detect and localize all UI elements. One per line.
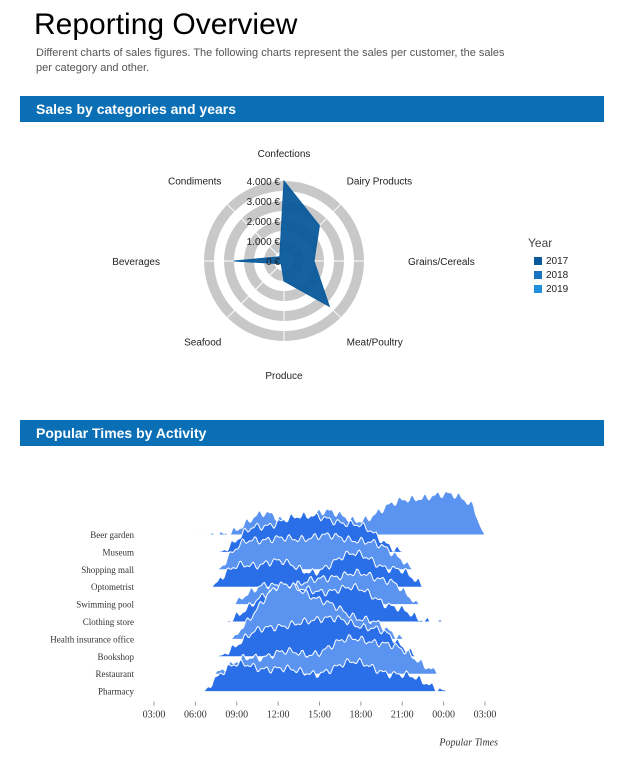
legend-swatch-2017 — [534, 257, 542, 266]
legend-item-2018[interactable]: 2018 — [534, 270, 568, 281]
ridgeline-chart: Beer garden Museum Shopping mall Optometris… — [50, 490, 498, 749]
x-tick-label: 00:00 — [432, 710, 455, 721]
radar-spoke — [227, 260, 285, 318]
ridge-area-pharmacy — [202, 657, 451, 693]
x-tick-label: 12:00 — [267, 710, 290, 721]
legend-label-2018: 2018 — [546, 270, 569, 281]
radar-category-label: Condiments — [168, 176, 221, 187]
radar-tick-label: 0 € — [266, 257, 280, 268]
radar-category-label: Beverages — [112, 257, 160, 268]
x-tick-label: 09:00 — [225, 710, 248, 721]
x-tick-label: 15:00 — [308, 710, 331, 721]
ridge-area-optometrist — [209, 549, 430, 588]
ridge-series-label: Museum — [103, 547, 135, 557]
x-tick-label: 21:00 — [391, 710, 414, 721]
radar-tick-label: 1.000 € — [247, 237, 281, 248]
radar-category-label: Seafood — [184, 338, 221, 349]
ridge-series-label: Clothing store — [83, 617, 134, 627]
ridge-series-label: Swimming pool — [76, 600, 134, 610]
legend-label-2019: 2019 — [546, 284, 569, 295]
radar-category-label: Meat/Poultry — [347, 338, 403, 349]
x-tick-label: 18:00 — [349, 710, 372, 721]
x-tick-label: 03:00 — [143, 710, 166, 721]
legend-label-2017: 2017 — [546, 256, 569, 267]
ridge-series-label: Restaurant — [96, 669, 135, 679]
ridge-series-label: Health insurance office — [50, 634, 134, 644]
radar-tick-label: 4.000 € — [247, 177, 281, 188]
ridge-series-label: Beer garden — [90, 530, 134, 540]
radar-chart: Confections Dairy Products Grains/Cereals M… — [112, 149, 475, 382]
ridge-area-beer-garden — [195, 490, 486, 536]
radar-category-label: Dairy Products — [347, 176, 413, 187]
legend-item-2019[interactable]: 2019 — [534, 284, 568, 295]
radar-tick-label: 2.000 € — [247, 217, 281, 228]
x-axis-title: Popular Times — [438, 738, 498, 749]
page-title: Reporting Overview — [34, 8, 298, 41]
radar-series-2017 — [233, 179, 331, 308]
radar-category-label: Confections — [258, 149, 311, 160]
ridge-series-label: Bookshop — [97, 652, 134, 662]
section-header-sales-categories: Sales by categories and years — [20, 96, 604, 122]
page-subtitle: Different charts of sales figures. The f… — [36, 47, 505, 74]
x-tick-label: 06:00 — [184, 710, 207, 721]
radar-spoke — [227, 204, 285, 262]
ridge-series-label: Optometrist — [91, 582, 134, 592]
ridge-series-label: Pharmacy — [98, 687, 134, 697]
legend-title: Year — [528, 236, 553, 250]
radar-category-label: Produce — [265, 371, 303, 382]
legend-swatch-2019 — [534, 285, 542, 294]
section-header-popular-times: Popular Times by Activity — [20, 420, 604, 446]
legend-item-2017[interactable]: 2017 — [534, 256, 568, 267]
legend-swatch-2018 — [534, 271, 542, 280]
x-tick-label: 03:00 — [474, 710, 497, 721]
radar-tick-label: 3.000 € — [247, 197, 281, 208]
ridge-series-label: Shopping mall — [81, 565, 134, 575]
radar-category-label: Grains/Cereals — [408, 257, 475, 268]
ridge-area-restaurant — [209, 634, 444, 675]
